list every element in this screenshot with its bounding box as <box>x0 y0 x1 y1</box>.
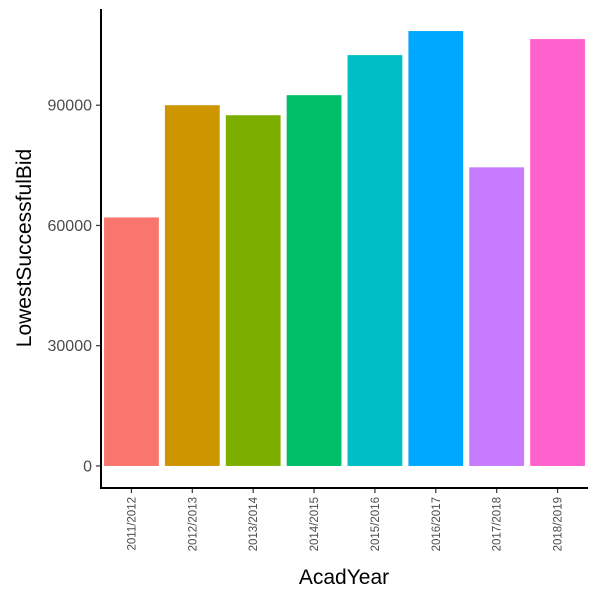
x-tick-label: 2015/2016 <box>370 497 382 551</box>
x-axis-title: AcadYear <box>299 566 389 589</box>
y-tick-label: 30000 <box>48 338 93 355</box>
x-tick-label: 2013/2014 <box>248 496 260 551</box>
bar-2013-2014 <box>225 115 281 466</box>
x-tick-label: 2016/2017 <box>431 497 443 551</box>
y-tick-label: 0 <box>83 458 92 475</box>
x-tick-label: 2014/2015 <box>309 497 321 551</box>
y-axis-title: LowestSuccessfulBid <box>13 149 36 347</box>
bar-2016-2017 <box>408 31 464 466</box>
x-tick-label: 2011/2012 <box>126 497 138 551</box>
y-tick-label: 90000 <box>48 98 93 115</box>
bar-2012-2013 <box>164 105 220 466</box>
bar-2014-2015 <box>286 95 342 466</box>
x-tick-label: 2017/2018 <box>492 497 504 551</box>
bar-2018-2019 <box>530 39 585 466</box>
bar-2015-2016 <box>347 55 403 466</box>
x-axis-ticks: 2011/2012 2012/2013 2013/2014 2014/2015 2015… <box>126 488 565 551</box>
bar-2011-2012 <box>104 217 159 466</box>
y-tick-label: 60000 <box>48 218 93 235</box>
x-tick-label: 2018/2019 <box>553 497 565 551</box>
y-axis-ticks: 0 30000 60000 90000 <box>48 98 101 475</box>
x-tick-label: 2012/2013 <box>187 497 199 551</box>
bar-2017-2018 <box>469 167 525 466</box>
bars-group <box>104 31 585 466</box>
